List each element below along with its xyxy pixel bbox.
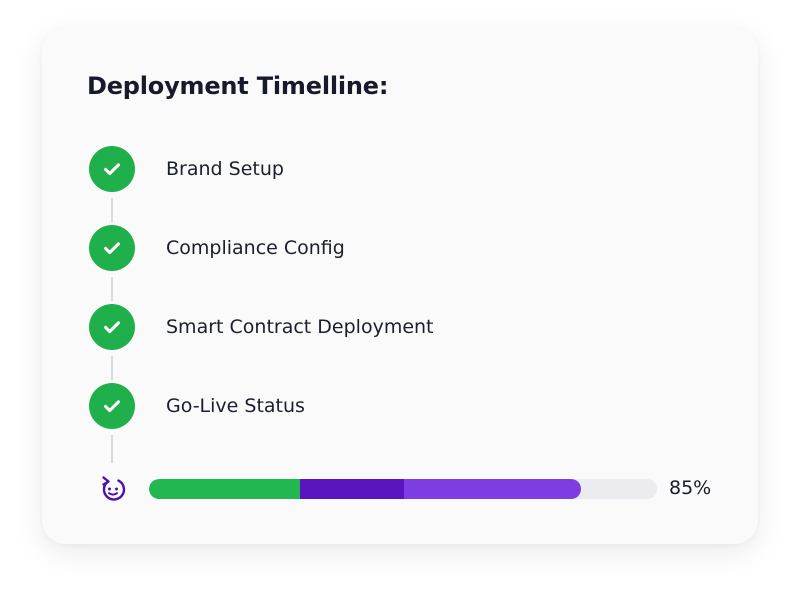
card-title: Deployment Timelline: [87, 72, 389, 100]
timeline-connector [111, 356, 113, 380]
timeline-connector [111, 277, 113, 301]
step-label: Compliance Config [166, 237, 345, 259]
timeline-connector [111, 198, 113, 222]
check-icon [89, 146, 135, 192]
progress-bar-fill [149, 479, 581, 499]
check-icon [89, 304, 135, 350]
check-icon [89, 225, 135, 271]
deployment-timeline-card: Deployment Timelline: Brand Setup Compli… [42, 26, 758, 544]
step-label: Go-Live Status [166, 395, 305, 417]
check-icon [89, 383, 135, 429]
deployment-progress-bar [149, 479, 657, 499]
timeline-step-compliance-config: Compliance Config [89, 225, 345, 271]
timeline-step-smart-contract-deployment: Smart Contract Deployment [89, 304, 434, 350]
timeline-connector [111, 435, 113, 463]
step-label: Smart Contract Deployment [166, 316, 434, 338]
timeline-step-go-live-status: Go-Live Status [89, 383, 305, 429]
step-label: Brand Setup [166, 158, 284, 180]
progress-percentage: 85% [669, 477, 712, 499]
timeline-step-brand-setup: Brand Setup [89, 146, 284, 192]
rotate-refresh-icon [97, 472, 129, 504]
